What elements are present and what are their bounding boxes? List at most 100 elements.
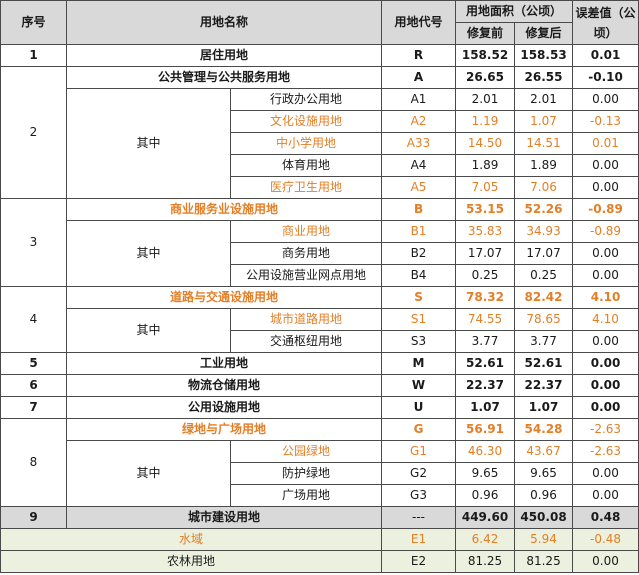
row-after: 26.55: [514, 66, 574, 89]
sub-diff: 0.01: [572, 132, 639, 155]
table-row: 4 道路与交通设施用地 S 78.32 82.42 4.10: [0, 286, 639, 353]
sub-code: G2: [381, 462, 457, 485]
sub-before: 1.19: [455, 110, 516, 133]
sub-name: 文化设施用地: [229, 110, 383, 133]
sub-name: 城市道路用地: [229, 308, 383, 331]
sub-label: 其中: [66, 88, 231, 199]
row-before: 81.25: [455, 550, 516, 573]
row-seq: 8: [0, 418, 67, 507]
row-code: G: [381, 418, 457, 441]
row-after: 54.28: [514, 418, 574, 441]
sub-name: 体育用地: [229, 154, 383, 177]
sub-diff: -0.13: [572, 110, 639, 133]
row-code: E2: [381, 550, 457, 573]
row-name: 工业用地: [65, 352, 383, 375]
sub-diff: -0.89: [572, 220, 639, 243]
sub-before: 7.05: [455, 176, 516, 199]
sub-after: 0.96: [514, 484, 574, 507]
row-seq: 3: [0, 198, 67, 287]
sub-code: A1: [381, 88, 457, 111]
row-diff: 0.00: [572, 352, 639, 375]
sub-after: 1.07: [514, 110, 574, 133]
sub-row: 商务用地 B2 17.07 17.07 0.00: [1, 242, 639, 265]
header-name: 用地名称: [65, 0, 383, 45]
row-name: 水域: [0, 528, 383, 551]
sub-before: 1.89: [455, 154, 516, 177]
row-before: 53.15: [455, 198, 516, 221]
sub-row: 其中 公园绿地 G1 46.30 43.67 -2.63: [1, 440, 639, 507]
sub-before: 0.96: [455, 484, 516, 507]
sub-after: 17.07: [514, 242, 574, 265]
table-row: 1 居住用地 R 158.52 158.53 0.01: [0, 44, 639, 67]
sub-before: 2.01: [455, 88, 516, 111]
row-after: 158.53: [514, 44, 574, 67]
sub-name: 商务用地: [229, 242, 383, 265]
row-after: 52.26: [514, 198, 574, 221]
sub-diff: 0.00: [572, 462, 639, 485]
sub-code: A4: [381, 154, 457, 177]
sub-name: 行政办公用地: [229, 88, 383, 111]
row-seq: 5: [0, 352, 67, 375]
sub-row: 交通枢纽用地 S3 3.77 3.77 0.00: [1, 330, 639, 353]
row-after: 82.42: [514, 286, 574, 309]
sub-after: 34.93: [514, 220, 574, 243]
row-seq: 4: [0, 286, 67, 353]
row-after: 1.07: [514, 396, 574, 419]
table-row: 5 工业用地 M 52.61 52.61 0.00: [0, 352, 639, 375]
row-code: U: [381, 396, 457, 419]
row-diff: -0.89: [572, 198, 639, 221]
sub-before: 74.55: [455, 308, 516, 331]
sub-code: G1: [381, 440, 457, 463]
table-row: 2 公共管理与公共服务用地 A 26.65 26.55 -0.10: [0, 66, 639, 199]
row-diff: 0.48: [572, 506, 639, 529]
sub-diff: 0.00: [572, 330, 639, 353]
sub-row: 公用设施营业网点用地 B4 0.25 0.25 0.00: [1, 264, 639, 287]
sub-diff: 0.00: [572, 264, 639, 287]
sub-diff: 0.00: [572, 154, 639, 177]
row-before: 449.60: [455, 506, 516, 529]
row-before: 22.37: [455, 374, 516, 397]
sub-before: 14.50: [455, 132, 516, 155]
row-name: 居住用地: [65, 44, 383, 67]
sub-after: 78.65: [514, 308, 574, 331]
sub-code: A5: [381, 176, 457, 199]
table-row: 3 商业服务业设施用地 B 53.15 52.26 -0.89: [0, 198, 639, 287]
row-after: 450.08: [514, 506, 574, 529]
extra-row-farm: 农林用地 E2 81.25 81.25 0.00: [0, 550, 639, 573]
sub-after: 7.06: [514, 176, 574, 199]
sub-diff: 0.00: [572, 176, 639, 199]
sub-name: 中小学用地: [229, 132, 383, 155]
sub-code: A2: [381, 110, 457, 133]
table-row: 8 绿地与广场用地 G 56.91 54.28 -2.63: [0, 418, 639, 507]
sub-after: 14.51: [514, 132, 574, 155]
row-seq: 7: [0, 396, 67, 419]
sub-name: 公园绿地: [229, 440, 383, 463]
sub-code: S3: [381, 330, 457, 353]
row-seq: 6: [0, 374, 67, 397]
row-after: 52.61: [514, 352, 574, 375]
sub-code: B1: [381, 220, 457, 243]
row-diff: -2.63: [572, 418, 639, 441]
row-diff: 4.10: [572, 286, 639, 309]
sub-row: 其中 行政办公用地 A1 2.01 2.01 0.00: [1, 88, 639, 199]
sub-diff: 4.10: [572, 308, 639, 331]
sub-before: 46.30: [455, 440, 516, 463]
row-before: 6.42: [455, 528, 516, 551]
sub-diff: 0.00: [572, 484, 639, 507]
header-area: 用地面积（公顷）: [455, 0, 574, 23]
row-name: 农林用地: [0, 550, 383, 573]
sub-before: 35.83: [455, 220, 516, 243]
row-name: 物流仓储用地: [65, 374, 383, 397]
table-row: 7 公用设施用地 U 1.07 1.07 0.00: [0, 396, 639, 419]
sub-diff: 0.00: [572, 88, 639, 111]
header-before: 修复前: [455, 22, 516, 45]
sub-name: 防护绿地: [229, 462, 383, 485]
sub-before: 0.25: [455, 264, 516, 287]
sub-before: 9.65: [455, 462, 516, 485]
row-before: 1.07: [455, 396, 516, 419]
row-before: 56.91: [455, 418, 516, 441]
row-name: 公用设施用地: [65, 396, 383, 419]
sub-row: 中小学用地 A33 14.50 14.51 0.01: [1, 132, 639, 155]
total-row: 9 城市建设用地 --- 449.60 450.08 0.48: [0, 506, 639, 529]
